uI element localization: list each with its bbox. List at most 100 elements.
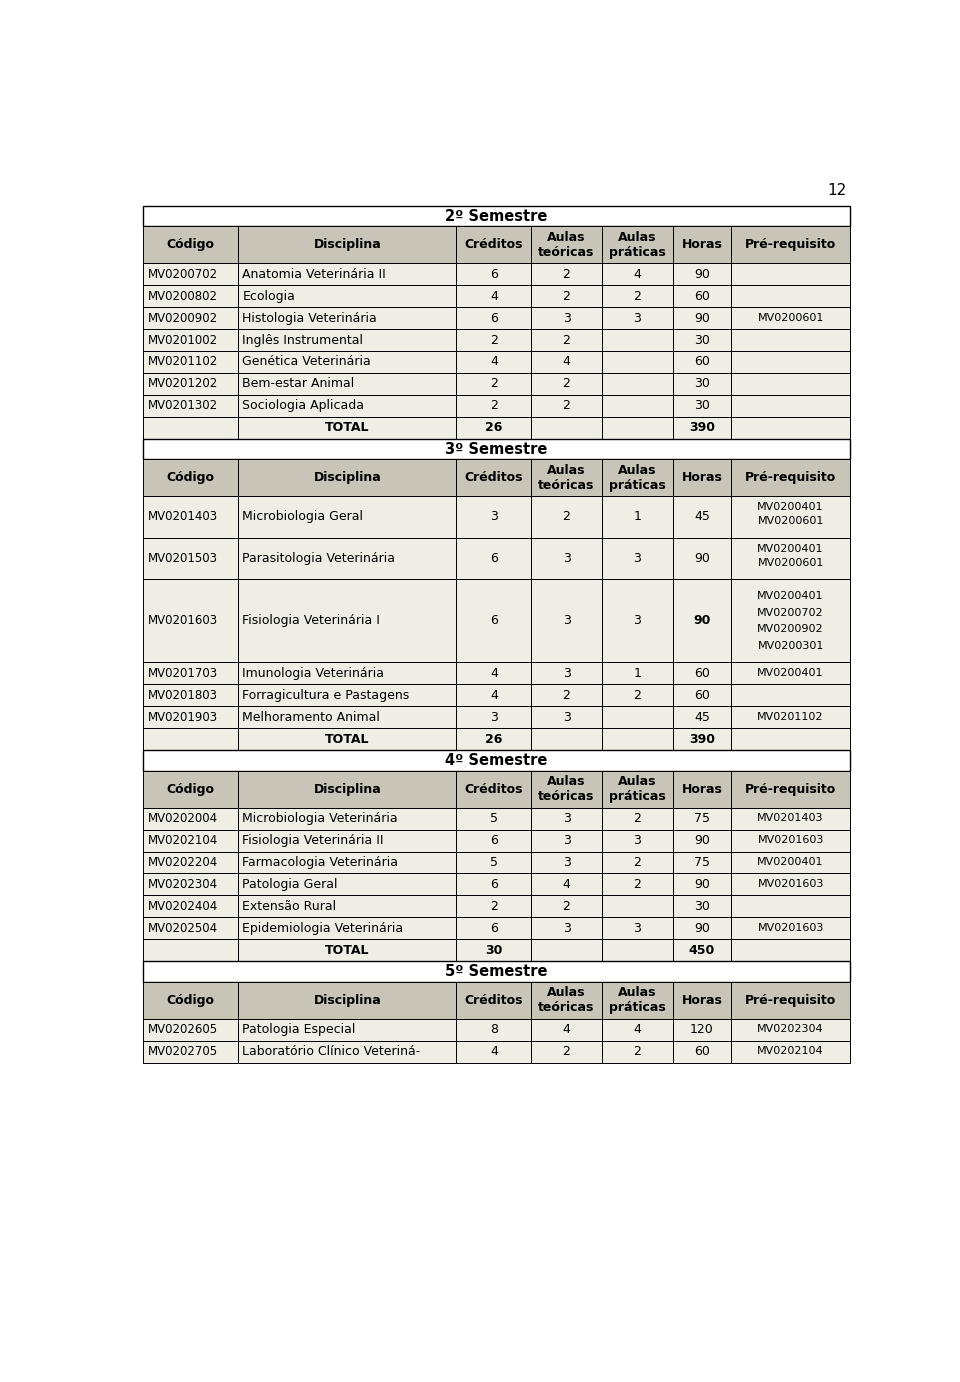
Bar (143, 873, 238, 896)
Bar (602, 981, 673, 1019)
Bar (531, 307, 602, 329)
Bar (143, 728, 238, 750)
Bar (238, 227, 457, 263)
Text: 6: 6 (490, 268, 498, 281)
Text: 30: 30 (694, 377, 709, 391)
Bar (143, 439, 850, 459)
Text: MV0201603: MV0201603 (757, 835, 824, 846)
Text: 3: 3 (563, 813, 570, 825)
Bar (673, 873, 732, 896)
Bar (143, 263, 238, 285)
Text: 4: 4 (490, 1045, 498, 1059)
Bar (602, 579, 673, 662)
Text: 120: 120 (690, 1023, 713, 1036)
Bar (238, 918, 457, 940)
Text: 390: 390 (689, 422, 715, 434)
Bar (602, 351, 673, 373)
Text: 4: 4 (563, 355, 570, 369)
Text: 26: 26 (485, 422, 502, 434)
Text: 2: 2 (563, 399, 570, 412)
Text: 6: 6 (490, 551, 498, 565)
Bar (673, 1019, 732, 1041)
Text: MV0201202: MV0201202 (148, 377, 218, 391)
Bar (531, 728, 602, 750)
Bar (531, 285, 602, 307)
Bar (143, 206, 850, 227)
Text: 6: 6 (490, 922, 498, 934)
Bar (732, 684, 850, 706)
Bar (732, 538, 850, 579)
Bar (143, 851, 238, 873)
Text: TOTAL: TOTAL (325, 422, 370, 434)
Text: Microbiologia Veterinária: Microbiologia Veterinária (242, 813, 397, 825)
Text: Horas: Horas (682, 994, 722, 1006)
Bar (531, 1019, 602, 1041)
Text: Código: Código (167, 994, 215, 1006)
Bar (143, 1019, 238, 1041)
Text: Pré-requisito: Pré-requisito (745, 471, 836, 484)
Text: MV0202104: MV0202104 (148, 835, 218, 847)
Bar (238, 829, 457, 851)
Bar (732, 706, 850, 728)
Text: Parasitologia Veterinária: Parasitologia Veterinária (242, 551, 396, 565)
Text: 3: 3 (563, 668, 570, 680)
Bar (238, 1041, 457, 1063)
Bar (143, 662, 238, 684)
Bar (457, 263, 531, 285)
Bar (143, 373, 238, 395)
Bar (457, 307, 531, 329)
Bar (602, 395, 673, 417)
Text: 2: 2 (563, 377, 570, 391)
Bar (457, 1019, 531, 1041)
Text: Pré-requisito: Pré-requisito (745, 238, 836, 252)
Bar (531, 981, 602, 1019)
Bar (531, 579, 602, 662)
Bar (531, 684, 602, 706)
Bar (673, 351, 732, 373)
Text: 90: 90 (694, 878, 709, 891)
Bar (143, 771, 238, 807)
Text: 2: 2 (563, 290, 570, 303)
Bar (673, 896, 732, 918)
Bar (238, 417, 457, 439)
Text: TOTAL: TOTAL (325, 944, 370, 956)
Bar (238, 395, 457, 417)
Text: Horas: Horas (682, 782, 722, 796)
Text: 3: 3 (563, 551, 570, 565)
Bar (602, 263, 673, 285)
Bar (732, 227, 850, 263)
Bar (673, 496, 732, 538)
Text: Aulas
práticas: Aulas práticas (609, 231, 665, 258)
Text: Horas: Horas (682, 471, 722, 484)
Bar (732, 307, 850, 329)
Bar (602, 1041, 673, 1063)
Bar (143, 981, 238, 1019)
Bar (673, 285, 732, 307)
Text: 30: 30 (694, 333, 709, 347)
Bar (673, 459, 732, 496)
Text: MV0200401: MV0200401 (757, 591, 824, 601)
Bar (531, 351, 602, 373)
Text: MV0201703: MV0201703 (148, 668, 218, 680)
Text: MV0200401: MV0200401 (757, 543, 824, 554)
Bar (602, 373, 673, 395)
Bar (673, 807, 732, 829)
Text: 3: 3 (634, 835, 641, 847)
Text: 3: 3 (634, 551, 641, 565)
Text: 2: 2 (490, 900, 498, 914)
Text: 90: 90 (694, 922, 709, 934)
Text: MV0201302: MV0201302 (148, 399, 218, 412)
Bar (457, 662, 531, 684)
Text: Histologia Veterinária: Histologia Veterinária (242, 311, 377, 325)
Text: Sociologia Aplicada: Sociologia Aplicada (242, 399, 364, 412)
Bar (602, 307, 673, 329)
Bar (531, 829, 602, 851)
Text: 2: 2 (634, 290, 641, 303)
Text: 3: 3 (563, 922, 570, 934)
Text: MV0201803: MV0201803 (148, 688, 218, 702)
Bar (143, 962, 850, 981)
Bar (673, 728, 732, 750)
Text: 4: 4 (490, 290, 498, 303)
Bar (602, 918, 673, 940)
Bar (732, 771, 850, 807)
